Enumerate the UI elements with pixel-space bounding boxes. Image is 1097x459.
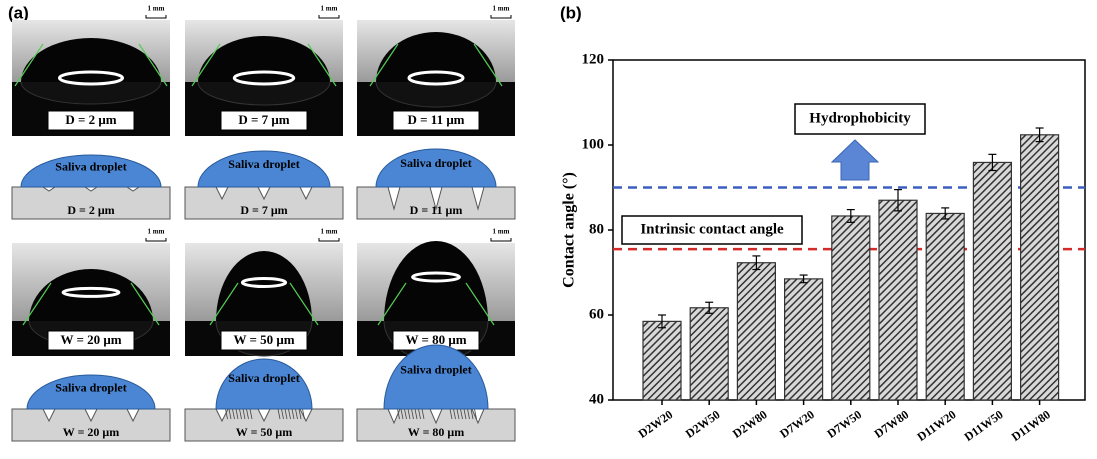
bar bbox=[785, 279, 823, 400]
diagram-caption: D = 2 μm bbox=[67, 203, 114, 217]
x-tick-label: D2W50 bbox=[683, 407, 723, 441]
diagram-caption: W = 50 μm bbox=[236, 425, 292, 439]
x-tick-label: D11W80 bbox=[1009, 407, 1053, 444]
bar bbox=[926, 213, 964, 400]
droplet-label: Saliva droplet bbox=[55, 380, 126, 394]
y-tick-label: 80 bbox=[589, 221, 604, 237]
bar bbox=[879, 200, 917, 400]
scale-bar bbox=[146, 238, 166, 241]
bar bbox=[973, 162, 1011, 400]
scale-bar-label: 1 mm bbox=[148, 228, 165, 236]
x-tick-label: D7W20 bbox=[777, 407, 817, 441]
y-tick-label: 120 bbox=[582, 51, 605, 67]
figure: (a) (b) D = 2 μm 1 mm D = 7 μm 1 mm D = 11 μ… bbox=[0, 0, 1097, 459]
x-tick-label: D11W20 bbox=[914, 407, 958, 444]
bar bbox=[832, 216, 870, 400]
scale-bar bbox=[146, 15, 166, 18]
bar bbox=[1021, 135, 1059, 400]
y-axis-label: Contact angle (°) bbox=[561, 172, 578, 288]
droplet-label: Saliva droplet bbox=[228, 371, 299, 385]
y-tick-label: 100 bbox=[582, 136, 605, 152]
photo-caption: D = 11 μm bbox=[407, 112, 464, 127]
y-tick-label: 60 bbox=[589, 306, 604, 322]
scale-bar-label: 1 mm bbox=[148, 5, 165, 13]
scale-bar-label: 1 mm bbox=[321, 5, 338, 13]
x-tick-label: D2W20 bbox=[636, 407, 676, 441]
scale-bar-label: 1 mm bbox=[493, 228, 510, 236]
up-arrow bbox=[832, 140, 878, 180]
droplet-label: Saliva droplet bbox=[55, 160, 126, 174]
annotation: Hydrophobicity bbox=[809, 110, 911, 126]
droplet-label: Saliva droplet bbox=[400, 156, 471, 170]
diagram-caption: W = 80 μm bbox=[408, 425, 464, 439]
photo-caption: W = 20 μm bbox=[60, 332, 121, 347]
scale-bar bbox=[491, 238, 511, 241]
scale-bar-label: 1 mm bbox=[493, 5, 510, 13]
photo-caption: D = 7 μm bbox=[238, 112, 289, 127]
droplet-label: Saliva droplet bbox=[400, 362, 471, 376]
bar bbox=[643, 321, 681, 400]
diagram-caption: D = 7 μm bbox=[240, 203, 287, 217]
diagram-caption: W = 20 μm bbox=[63, 425, 119, 439]
panel-label: (a) bbox=[8, 3, 29, 22]
bar bbox=[737, 263, 775, 400]
scale-bar bbox=[319, 238, 339, 241]
x-tick-label: D7W80 bbox=[872, 407, 912, 441]
scale-bar bbox=[491, 15, 511, 18]
scale-bar-label: 1 mm bbox=[321, 228, 338, 236]
bar bbox=[690, 308, 728, 400]
x-tick-label: D11W50 bbox=[962, 407, 1006, 444]
photo-caption: D = 2 μm bbox=[65, 112, 116, 127]
photo-caption: W = 50 μm bbox=[233, 332, 294, 347]
droplet-label: Saliva droplet bbox=[228, 157, 299, 171]
diagram-caption: D = 11 μm bbox=[410, 203, 463, 217]
scale-bar bbox=[319, 15, 339, 18]
x-tick-label: D2W80 bbox=[730, 407, 770, 441]
panel-label: (b) bbox=[560, 3, 582, 22]
x-tick-label: D7W50 bbox=[824, 407, 864, 441]
y-tick-label: 40 bbox=[589, 391, 604, 407]
annotation: Intrinsic contact angle bbox=[640, 221, 784, 237]
